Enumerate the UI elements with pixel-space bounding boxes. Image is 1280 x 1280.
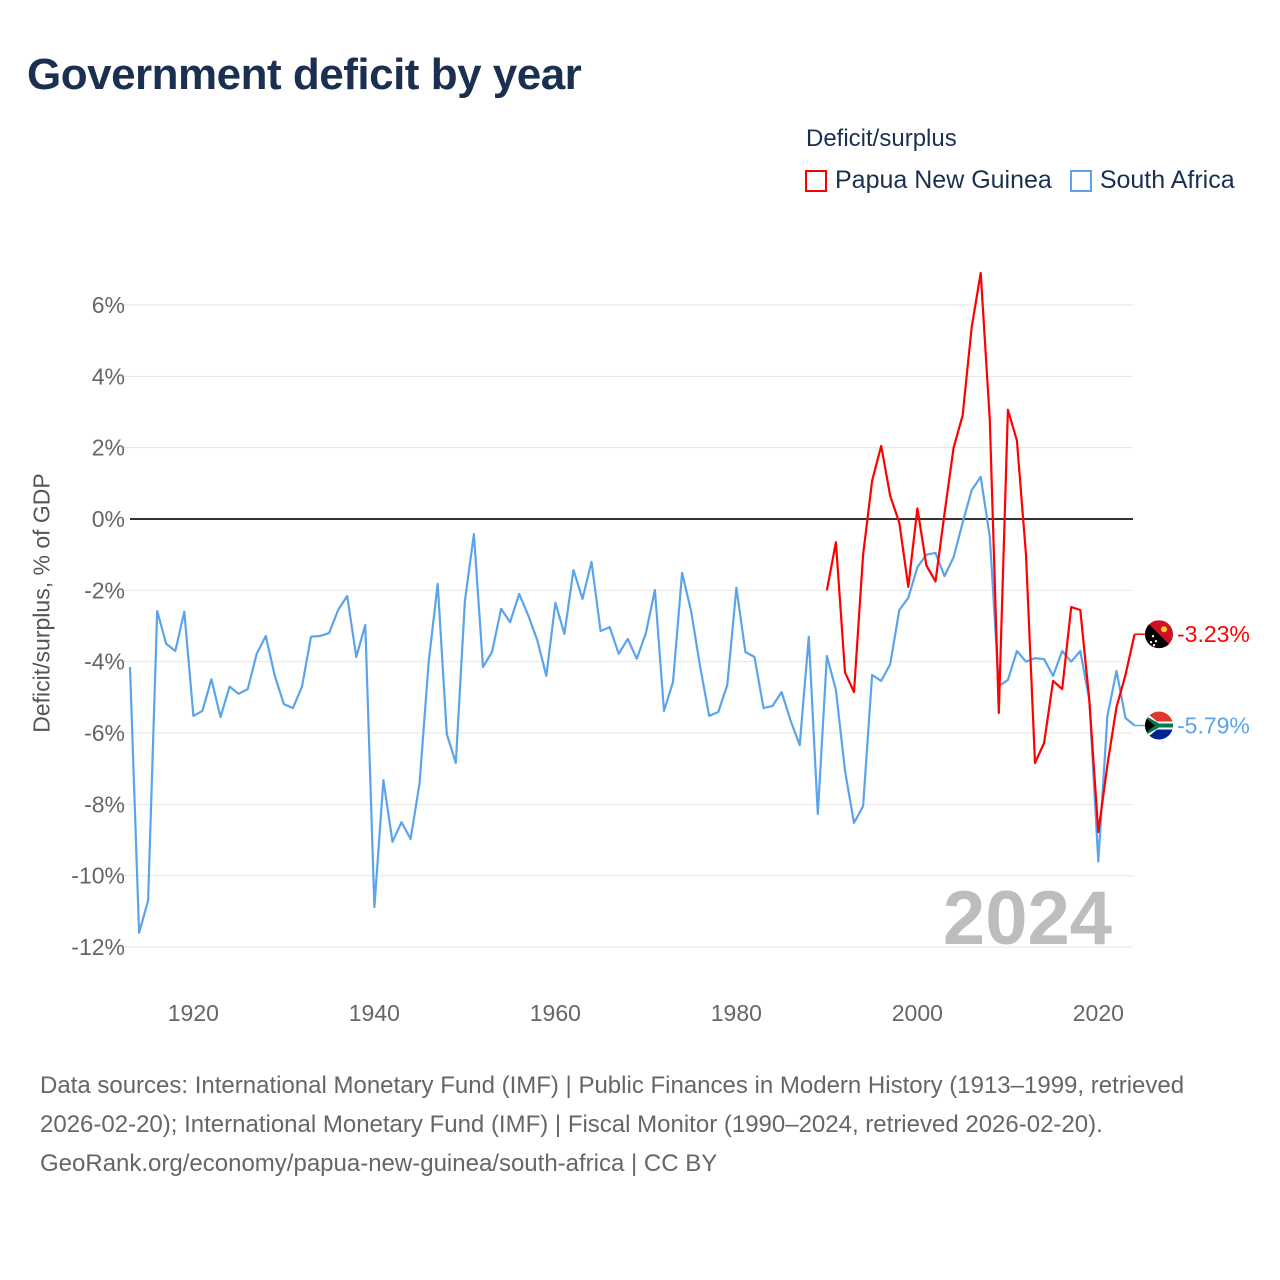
- y-tick-label: -8%: [84, 791, 125, 817]
- flag-south-africa-icon: [1145, 711, 1173, 740]
- legend-swatch: [805, 169, 827, 192]
- y-tick-label: 6%: [92, 292, 125, 318]
- credit-link[interactable]: GeoRank.org/economy/papua-new-guinea/sou…: [40, 1150, 718, 1177]
- y-tick-label: -4%: [84, 649, 125, 675]
- flag-star: [1151, 635, 1155, 638]
- x-tick-label: 1940: [349, 1000, 400, 1026]
- y-tick-label: 0%: [92, 506, 125, 532]
- flag-black: [1145, 717, 1155, 734]
- legend: Papua New Guinea South Africa: [805, 166, 1235, 195]
- legend-swatch: [1069, 169, 1092, 192]
- y-tick-label: 4%: [92, 363, 125, 389]
- y-tick-label: -12%: [71, 934, 125, 960]
- flag-bird: [1161, 626, 1167, 633]
- legend-item-south-africa[interactable]: South Africa: [1069, 166, 1235, 195]
- y-tick-label: -2%: [84, 577, 125, 603]
- year-label: 2024: [943, 876, 1112, 961]
- series-line-papua-new-guinea: [825, 271, 1136, 834]
- y-tick-label: -10%: [71, 863, 125, 889]
- x-tick-label: 2000: [892, 1000, 943, 1026]
- line-chart: 6% 4% 2% 0% -2% -4% -6% -8% -10% -12% 1920 1940 1960…: [71, 271, 1250, 1026]
- flag-star: [1152, 644, 1156, 647]
- legend-item-papua-new-guinea[interactable]: Papua New Guinea: [805, 166, 1052, 195]
- y-tick-label: -6%: [84, 720, 125, 746]
- flag-star: [1154, 640, 1158, 643]
- footer: Data sources: International Monetary Fun…: [40, 1066, 1240, 1183]
- end-value-label: -5.79%: [1177, 713, 1250, 739]
- data-sources: Data sources: International Monetary Fun…: [40, 1072, 1185, 1138]
- x-tick-label: 1920: [168, 1000, 219, 1026]
- flag-body: [1145, 711, 1173, 740]
- legend-title: Deficit/surplus: [806, 125, 957, 152]
- legend-label: Papua New Guinea: [835, 166, 1052, 194]
- end-value-label: -3.23%: [1177, 621, 1250, 647]
- x-tick-label: 1980: [711, 1000, 762, 1026]
- series-line-south-africa: [128, 475, 1136, 934]
- x-tick-label: 2020: [1073, 1000, 1124, 1026]
- chart-title: Government deficit by year: [27, 50, 582, 99]
- flag-star: [1149, 641, 1153, 644]
- legend-label: South Africa: [1099, 166, 1235, 194]
- flag-papua-new-guinea-icon: [1145, 620, 1173, 649]
- y-tick-label: 2%: [92, 435, 125, 461]
- flag-green: [1145, 715, 1173, 736]
- flag-body: [1145, 620, 1173, 649]
- x-tick-label: 1960: [530, 1000, 581, 1026]
- flag-black: [1145, 620, 1173, 649]
